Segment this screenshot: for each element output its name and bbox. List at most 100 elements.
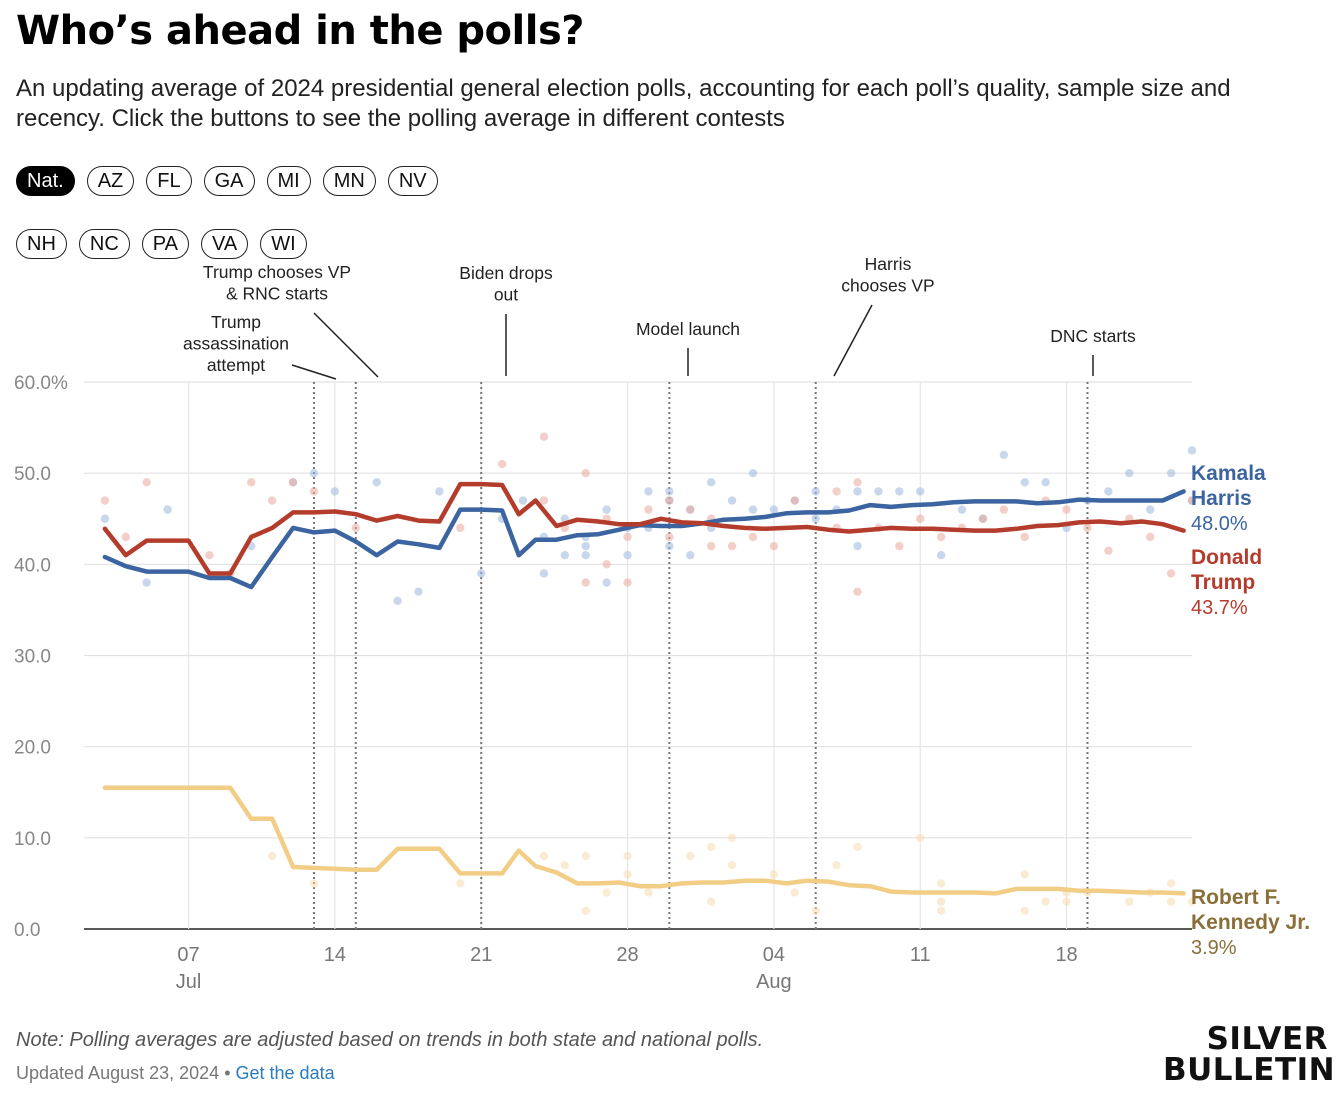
poll-dot <box>581 468 590 478</box>
poll-dot <box>916 487 925 496</box>
poll-dot <box>602 888 611 897</box>
poll-dot <box>456 879 465 888</box>
event-label: Harris <box>865 254 912 274</box>
poll-dot <box>811 487 820 496</box>
contest-button-az[interactable]: AZ <box>86 166 135 196</box>
poll-dot <box>1083 523 1092 533</box>
event-leader-line <box>833 304 873 377</box>
poll-dot <box>539 569 549 578</box>
poll-dot <box>247 478 256 487</box>
poll-dot <box>602 505 611 514</box>
poll-dot <box>1187 446 1197 455</box>
poll-dot <box>853 487 862 496</box>
silver-bulletin-logo: SILVER BULLETIN <box>1163 1021 1336 1088</box>
poll-dot <box>665 532 674 542</box>
poll-dot <box>623 870 632 879</box>
y-tick-label: 20.0 <box>14 738 51 759</box>
poll-dot <box>727 541 737 551</box>
poll-dot <box>1187 496 1197 505</box>
poll-dot <box>560 551 570 560</box>
event-label: assassination <box>183 334 289 354</box>
poll-dot <box>623 551 632 560</box>
contest-button-nh[interactable]: NH <box>16 229 67 259</box>
poll-dot <box>727 833 737 843</box>
chart-note: Note: Polling averages are adjusted base… <box>16 1029 764 1051</box>
poll-dot <box>748 505 758 514</box>
poll-dot <box>1020 532 1029 542</box>
poll-dot <box>706 897 716 906</box>
contest-button-ga[interactable]: GA <box>203 166 255 196</box>
contest-button-fl[interactable]: FL <box>146 166 192 196</box>
poll-dot <box>1125 897 1134 906</box>
poll-dot <box>1020 478 1029 487</box>
event-label: DNC starts <box>1050 326 1136 346</box>
poll-dot <box>853 842 862 852</box>
poll-dot <box>414 587 423 596</box>
event-leader-line <box>313 312 379 378</box>
poll-dot <box>686 851 695 861</box>
poll-dot <box>267 496 277 505</box>
poll-dot <box>790 888 799 897</box>
updated-date: Updated August 23, 2024 <box>16 1063 220 1083</box>
poll-dot <box>1104 487 1113 496</box>
poll-dot <box>769 505 779 514</box>
chart-subtitle: An updating average of 2024 presidential… <box>16 75 1231 132</box>
contest-button-wi[interactable]: WI <box>260 229 307 259</box>
poll-dot <box>497 459 507 469</box>
contest-button-va[interactable]: VA <box>200 229 249 259</box>
chart-title: Who’s ahead in the polls? <box>16 8 584 54</box>
poll-dot <box>686 505 695 514</box>
poll-dot <box>1166 569 1176 578</box>
poll-dot <box>560 860 570 870</box>
contest-button-nc[interactable]: NC <box>78 229 130 259</box>
poll-dot <box>1187 897 1197 906</box>
poll-dot <box>1145 532 1155 542</box>
y-tick-label: 10.0 <box>14 829 51 850</box>
poll-dot <box>895 487 904 496</box>
poll-dot <box>811 514 820 523</box>
poll-dot <box>539 851 549 861</box>
series-label: Donald <box>1191 546 1262 569</box>
poll-dot <box>581 551 590 560</box>
x-tick-month: Jul <box>176 971 202 993</box>
poll-dot <box>393 596 402 605</box>
poll-dot <box>163 505 172 514</box>
poll-dot <box>1041 478 1050 487</box>
poll-dot <box>916 514 925 523</box>
event-label: Biden drops <box>459 263 553 283</box>
poll-dot <box>853 587 862 596</box>
get-the-data-link[interactable]: Get the data <box>235 1063 335 1083</box>
poll-dot <box>1166 879 1176 888</box>
poll-dot <box>665 487 674 496</box>
poll-dot <box>1145 505 1155 514</box>
poll-dot <box>706 478 716 487</box>
poll-dot <box>748 532 758 542</box>
poll-dot <box>644 487 653 496</box>
event-label: chooses VP <box>841 276 934 296</box>
poll-dot <box>581 851 590 861</box>
contest-button-mi[interactable]: MI <box>266 166 311 196</box>
contest-button-nat[interactable]: Nat. <box>16 166 75 196</box>
poll-dot <box>309 879 319 888</box>
y-tick-label: 50.0 <box>14 464 51 485</box>
poll-dot <box>288 478 298 487</box>
contest-button-nv[interactable]: NV <box>387 166 438 196</box>
event-label: attempt <box>207 355 265 375</box>
poll-dot <box>267 851 277 861</box>
event-label: out <box>494 285 518 305</box>
logo-line-1: SILVER <box>1206 1021 1328 1057</box>
x-tick-day: 14 <box>324 944 346 966</box>
contest-button-pa[interactable]: PA <box>141 229 189 259</box>
poll-dot <box>769 541 779 551</box>
y-tick-label: 30.0 <box>14 647 51 668</box>
logo-line-2: BULLETIN <box>1163 1052 1336 1088</box>
y-tick-label: 60.0% <box>14 373 68 394</box>
poll-dot <box>999 505 1009 514</box>
y-tick-label: 0.0 <box>14 920 40 941</box>
poll-dot <box>644 888 653 897</box>
contest-button-mn[interactable]: MN <box>322 166 376 196</box>
poll-dot <box>936 532 946 542</box>
poll-dot <box>895 541 904 551</box>
poll-dot <box>121 532 131 542</box>
poll-dot <box>727 496 737 505</box>
